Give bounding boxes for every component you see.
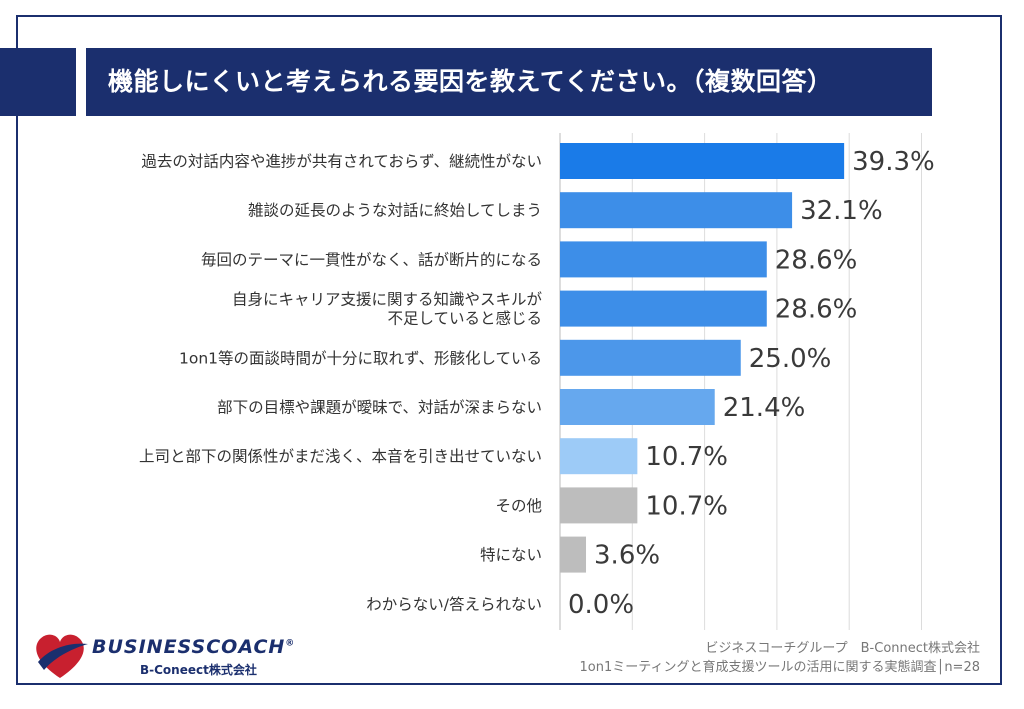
category-label-line: その他 bbox=[495, 497, 542, 515]
category-label-line: 上司と部下の関係性がまだ浅く、本音を引き出せていない bbox=[139, 448, 542, 466]
category-label-line: 特にない bbox=[480, 546, 542, 564]
bar-1 bbox=[560, 143, 845, 179]
bar-9 bbox=[560, 536, 587, 573]
bar-8 bbox=[560, 487, 638, 524]
category-label-9: 特にない bbox=[480, 546, 542, 564]
category-label-10: わからない/答えられない bbox=[366, 595, 542, 613]
slide-frame bbox=[16, 15, 1002, 685]
category-label-line: 毎回のテーマに一貫性がなく、話が断片的になる bbox=[201, 251, 542, 269]
category-label-2: 雑談の延長のような対話に終始してしまう bbox=[248, 202, 542, 220]
category-label-5: 1on1等の面談時間が十分に取れず、形骸化している bbox=[179, 349, 542, 367]
category-label-6: 部下の目標や課題が曖昧で、対話が深まらない bbox=[217, 399, 542, 417]
value-label-4: 28.6% bbox=[775, 295, 858, 325]
logo-company: B-Coneect株式会社 bbox=[140, 663, 257, 677]
bar-4 bbox=[560, 290, 767, 327]
value-label-5: 25.0% bbox=[749, 344, 832, 374]
category-label-8: その他 bbox=[495, 497, 542, 515]
category-label-line: 1on1等の面談時間が十分に取れず、形骸化している bbox=[179, 349, 542, 367]
bar-7 bbox=[560, 438, 638, 475]
category-label-1: 過去の対話内容や進捗が共有されておらず、継続性がない bbox=[141, 153, 542, 171]
value-label-10: 0.0% bbox=[568, 590, 634, 620]
category-label-line: 自身にキャリア支援に関する知識やスキルが bbox=[232, 291, 543, 309]
category-label-line: 部下の目標や課題が曖昧で、対話が深まらない bbox=[217, 399, 542, 417]
chart-title: 機能しにくいと考えられる要因を教えてください。（複数回答） bbox=[86, 48, 932, 116]
title-accent-tab bbox=[0, 48, 76, 116]
category-label-3: 毎回のテーマに一貫性がなく、話が断片的になる bbox=[201, 251, 542, 269]
category-label-line: わからない/答えられない bbox=[366, 595, 542, 613]
value-label-9: 3.6% bbox=[594, 541, 660, 571]
value-label-3: 28.6% bbox=[775, 245, 858, 275]
value-label-8: 10.7% bbox=[645, 491, 728, 521]
business-coach-logo bbox=[36, 634, 88, 678]
value-label-7: 10.7% bbox=[645, 442, 728, 472]
footer-source: ビジネスコーチグループ B-Connect株式会社 bbox=[705, 641, 980, 656]
bar-5 bbox=[560, 339, 741, 376]
value-label-1: 39.3% bbox=[852, 147, 935, 177]
footer-survey: 1on1ミーティングと育成支援ツールの活用に関する実態調査│n=28 bbox=[579, 660, 980, 675]
category-label-line: 不足していると感じる bbox=[387, 310, 542, 328]
bar-2 bbox=[560, 192, 793, 229]
category-label-7: 上司と部下の関係性がまだ浅く、本音を引き出せていない bbox=[139, 448, 542, 466]
category-label-4: 自身にキャリア支援に関する知識やスキルが不足していると感じる bbox=[232, 291, 543, 328]
bar-3 bbox=[560, 241, 767, 278]
logo-wordmark: BUSINESSCOACH® bbox=[92, 636, 296, 658]
value-label-6: 21.4% bbox=[723, 393, 806, 423]
heart-logo-icon bbox=[36, 634, 88, 678]
value-label-2: 32.1% bbox=[800, 196, 883, 226]
category-label-line: 過去の対話内容や進捗が共有されておらず、継続性がない bbox=[141, 153, 542, 171]
bar-6 bbox=[560, 389, 715, 425]
category-label-line: 雑談の延長のような対話に終始してしまう bbox=[248, 202, 542, 220]
